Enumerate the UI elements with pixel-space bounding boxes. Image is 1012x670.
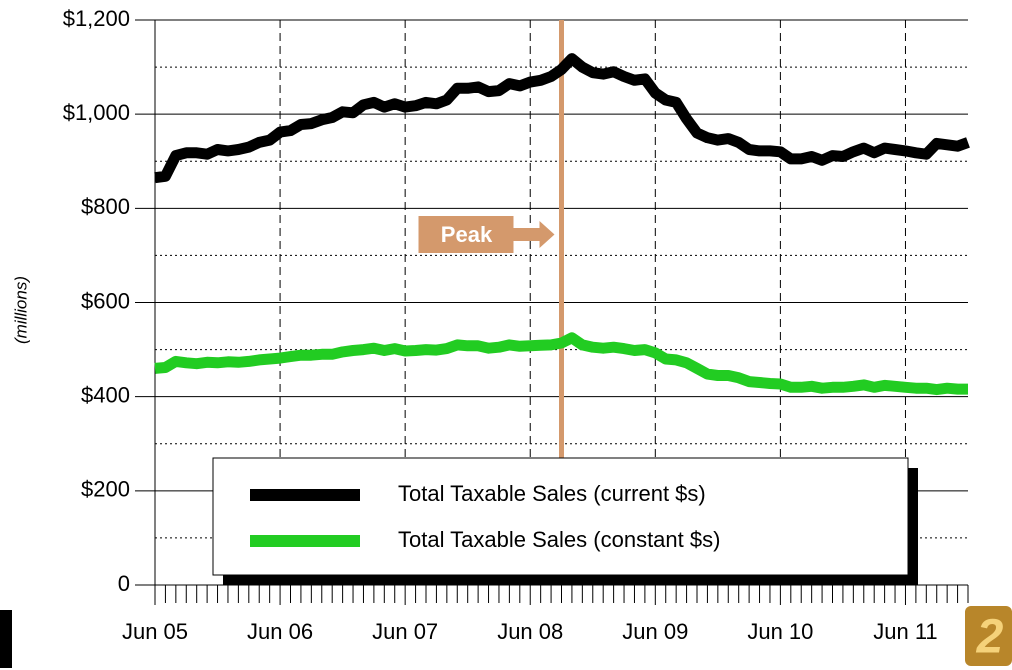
legend: [212, 457, 909, 576]
x-tick-label: Jun 06: [247, 619, 313, 644]
peak-label-box: [418, 216, 514, 253]
y-tick-label: $1,000: [63, 100, 130, 125]
y-tick-label: $400: [81, 382, 130, 407]
series-line: [154, 332, 968, 396]
legend-label: Total Taxable Sales (constant $s): [398, 527, 720, 552]
y-tick-label: $1,200: [63, 6, 130, 31]
series-line: [154, 53, 970, 184]
x-tick-label: Jun 08: [497, 619, 563, 644]
y-tick-label: $600: [81, 288, 130, 313]
x-tick-label: Jun 11: [873, 619, 937, 644]
logo: 2: [0, 606, 1012, 668]
x-tick-label: Jun 07: [372, 619, 438, 644]
x-tick-label: Jun 10: [747, 619, 813, 644]
y-tick-label: 0: [118, 571, 130, 596]
peak-label: Peak: [441, 222, 493, 247]
y-axis-label: (millions): [11, 276, 30, 344]
y-tick-label: $200: [81, 477, 130, 502]
y-tick-label: $800: [81, 194, 130, 219]
svg-text:2: 2: [976, 611, 1004, 664]
x-tick-label: Jun 09: [622, 619, 688, 644]
peak-arrow: [513, 221, 555, 248]
x-tick-label: Jun 05: [122, 619, 188, 644]
legend-label: Total Taxable Sales (current $s): [398, 481, 706, 506]
